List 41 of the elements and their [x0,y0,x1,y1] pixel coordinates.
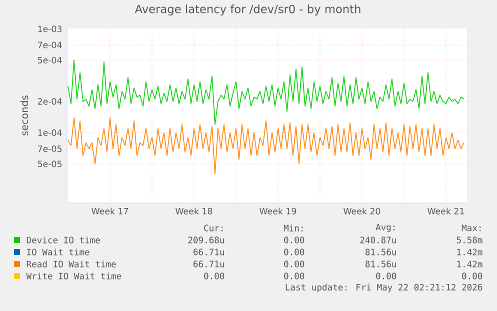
x-tick-label: Week 18 [176,208,212,214]
text: Avg: [376,224,395,232]
text: 1.42m [457,248,482,256]
legend-label: IO Wait time [27,248,90,256]
text: 0.00 [204,272,224,280]
line-series [68,117,464,174]
y-tick-label: 7e-05 [38,145,62,152]
line-series [68,60,464,125]
y-tick-label: 7e-04 [38,42,62,48]
y-tick-label: 5e-04 [38,56,62,64]
text: 66.71u [194,260,224,268]
x-tick-label: Week 17 [92,208,128,214]
y-tick-label: 1e-04 [38,129,62,136]
y-tick-label: 5e-05 [38,160,62,168]
y-tick-label: 1e-03 [38,26,62,32]
text: 1.42m [457,260,482,268]
text: 0.00 [284,248,304,256]
text: 0.00 [462,272,482,280]
text: 0.00 [284,236,304,244]
text: 81.56u [366,260,396,268]
text: Max: [462,224,481,232]
x-tick-label: Week 19 [260,208,296,214]
legend-label: Write IO Wait time [26,272,122,280]
text: 0.00 [284,260,304,268]
text: Cur: [204,224,223,232]
x-tick-label: Week 21 [428,208,464,214]
text: 0.00 [284,272,304,280]
text: 240.87u [360,236,396,244]
y-axis-title: seconds [20,96,28,136]
text: 0.00 [376,272,396,280]
y-tick-label: 2e-04 [38,98,62,105]
text: Last update: Fri May 22 02:21:12 2026 [286,284,482,292]
x-tick-label: Week 20 [344,208,380,214]
legend-label: Read IO Wait time [26,260,116,268]
chart-title: Average latency for /dev/sr0 - by month [134,4,360,16]
text: 81.56u [366,248,396,256]
legend-label: Device IO time [26,236,100,244]
text: 66.71u [194,248,224,256]
text: Min: [284,224,303,232]
text: 209.68u [188,236,224,244]
text: 5.58m [456,236,482,244]
